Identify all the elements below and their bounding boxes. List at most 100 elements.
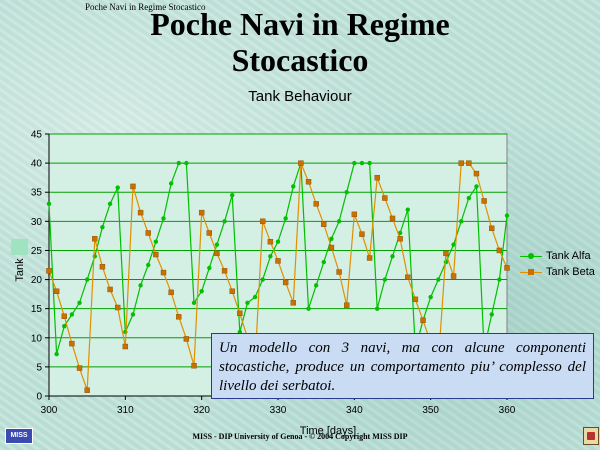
data-point-tank-alfa-347: [405, 207, 410, 212]
data-point-tank-alfa-314: [153, 239, 159, 244]
data-point-tank-alfa-317: [176, 160, 181, 166]
data-point-tank-beta-332: [290, 300, 296, 306]
data-point-tank-beta-329: [267, 239, 274, 245]
data-point-tank-alfa-335: [313, 283, 319, 288]
data-point-tank-beta-302: [61, 313, 67, 319]
data-point-tank-beta-347: [405, 274, 411, 280]
data-point-tank-alfa-332: [291, 184, 296, 189]
y-tick-label-15: 15: [31, 304, 43, 315]
data-point-tank-beta-348: [412, 296, 419, 303]
data-point-tank-alfa-343: [375, 306, 380, 311]
data-point-tank-alfa-303: [69, 312, 75, 317]
data-point-tank-beta-300: [46, 268, 52, 274]
slide-title: Poche Navi in Regime Stocastico: [150, 6, 450, 78]
data-point-tank-alfa-321: [207, 265, 212, 271]
data-point-tank-beta-328: [260, 218, 266, 225]
data-point-tank-beta-353: [450, 273, 457, 279]
data-point-tank-alfa-334: [306, 306, 311, 311]
data-point-tank-beta-307: [99, 264, 106, 270]
data-point-tank-alfa-356: [474, 184, 479, 189]
data-point-tank-alfa-328: [260, 277, 265, 282]
data-point-tank-beta-312: [137, 209, 144, 216]
data-point-tank-beta-355: [466, 160, 472, 166]
data-point-tank-beta-357: [481, 198, 487, 204]
data-point-tank-beta-325: [237, 310, 243, 317]
y-tick-label-0: 0: [36, 392, 42, 403]
data-point-tank-alfa-341: [359, 160, 365, 166]
data-point-tank-alfa-315: [161, 216, 166, 221]
data-point-tank-alfa-337: [329, 236, 334, 241]
y-tick-label-35: 35: [31, 188, 43, 199]
y-tick-label-5: 5: [36, 362, 42, 373]
data-point-tank-beta-330: [275, 258, 281, 264]
data-point-tank-alfa-358: [489, 312, 494, 317]
x-tick-label-300: 300: [41, 405, 58, 416]
data-point-tank-beta-316: [168, 289, 174, 296]
data-point-tank-beta-346: [397, 236, 403, 242]
data-point-tank-alfa-342: [367, 160, 372, 166]
data-point-tank-beta-303: [69, 340, 75, 347]
data-point-tank-alfa-359: [497, 277, 502, 282]
data-point-tank-alfa-326: [245, 300, 250, 306]
y-tick-label-30: 30: [31, 217, 43, 228]
data-point-tank-beta-323: [221, 268, 228, 274]
data-point-tank-alfa-346: [397, 230, 403, 236]
data-point-tank-beta-317: [176, 314, 182, 320]
y-tick-label-40: 40: [31, 159, 43, 170]
data-point-tank-beta-358: [489, 225, 495, 232]
miss-logo-icon: MISS: [5, 428, 33, 444]
data-point-tank-alfa-338: [336, 219, 342, 224]
data-point-tank-beta-336: [321, 221, 327, 227]
data-point-tank-beta-359: [496, 247, 503, 254]
data-point-tank-alfa-355: [466, 195, 472, 201]
data-point-tank-alfa-301: [54, 351, 59, 357]
green-swatch-square: [11, 239, 28, 255]
data-point-tank-alfa-311: [130, 312, 136, 317]
data-point-tank-alfa-360: [504, 213, 510, 218]
data-point-tank-beta-349: [420, 317, 426, 324]
data-point-tank-alfa-350: [428, 294, 433, 300]
data-point-tank-alfa-309: [115, 185, 120, 190]
data-point-tank-alfa-324: [230, 192, 235, 198]
x-tick-label-340: 340: [346, 405, 363, 416]
data-point-tank-alfa-354: [459, 219, 464, 224]
data-point-tank-beta-337: [328, 244, 335, 251]
data-point-tank-alfa-300: [46, 201, 52, 207]
data-point-tank-alfa-327: [252, 294, 258, 300]
data-point-tank-beta-345: [389, 215, 396, 222]
data-point-tank-beta-341: [359, 231, 365, 237]
data-point-tank-beta-304: [76, 365, 83, 371]
data-point-tank-alfa-313: [146, 262, 151, 268]
data-point-tank-beta-356: [473, 170, 480, 177]
data-point-tank-beta-322: [214, 250, 220, 257]
chart-legend: Tank Alfa Tank Beta: [516, 248, 596, 284]
data-point-tank-beta-311: [130, 183, 136, 190]
data-point-tank-alfa-330: [275, 239, 281, 244]
x-axis-label: Time [days]: [300, 425, 356, 437]
data-point-tank-beta-339: [344, 302, 350, 308]
data-point-tank-alfa-322: [214, 242, 220, 247]
slide-header-text: Poche Navi in Regime Stocastico: [85, 2, 206, 12]
x-tick-label-350: 350: [422, 405, 439, 416]
data-point-tank-alfa-353: [451, 242, 456, 247]
data-point-tank-alfa-305: [84, 277, 90, 282]
data-point-tank-alfa-318: [184, 160, 189, 166]
data-point-tank-alfa-329: [268, 254, 273, 259]
data-point-tank-beta-309: [114, 304, 121, 311]
data-point-tank-alfa-323: [222, 219, 227, 224]
annotation-note: Un modello con 3 navi, ma con alcune com…: [211, 333, 594, 399]
data-point-tank-beta-321: [206, 230, 213, 236]
data-point-tank-beta-335: [313, 201, 319, 207]
data-point-tank-beta-305: [84, 387, 90, 393]
y-tick-label-45: 45: [31, 130, 43, 141]
data-point-tank-beta-342: [366, 255, 373, 261]
data-point-tank-beta-338: [336, 269, 342, 275]
data-point-tank-alfa-308: [107, 201, 113, 207]
data-point-tank-beta-301: [53, 288, 60, 294]
data-point-tank-alfa-319: [191, 300, 197, 306]
data-point-tank-alfa-316: [168, 181, 174, 186]
dip-logo-icon: [583, 427, 599, 445]
data-point-tank-beta-318: [183, 336, 190, 342]
y-tick-label-10: 10: [31, 333, 43, 344]
data-point-tank-alfa-351: [436, 277, 441, 282]
